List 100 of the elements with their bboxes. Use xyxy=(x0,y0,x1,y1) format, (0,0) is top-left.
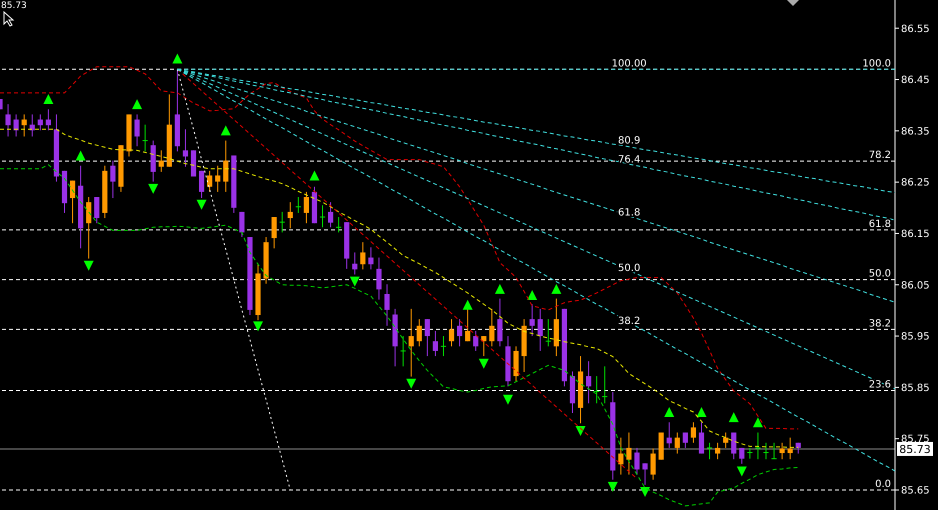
candlestick xyxy=(424,318,430,357)
candlestick xyxy=(626,432,632,476)
candlestick xyxy=(198,170,204,199)
candlestick xyxy=(618,437,624,476)
point xyxy=(664,407,674,417)
candlestick xyxy=(594,376,600,404)
point xyxy=(608,482,618,492)
point xyxy=(728,412,739,422)
candlestick xyxy=(731,432,736,460)
candlestick xyxy=(279,211,286,233)
annotation: 50.0 xyxy=(618,262,640,274)
candlestick xyxy=(352,252,358,275)
annotation: 23.6 xyxy=(868,379,891,390)
candlestick xyxy=(634,447,640,476)
point xyxy=(76,150,86,160)
point xyxy=(220,125,231,136)
candlestick xyxy=(456,318,462,347)
annotation: 100.00 xyxy=(612,58,647,70)
candlestick xyxy=(46,108,51,131)
candlestick xyxy=(489,308,494,347)
point xyxy=(478,358,489,369)
point xyxy=(494,284,505,294)
y-tick-label: 85.75 xyxy=(901,434,930,446)
candlestick xyxy=(14,114,19,137)
ref-line-label: 85.73 xyxy=(899,442,931,456)
candlestick xyxy=(94,196,100,224)
annotation: 78.2 xyxy=(868,150,891,162)
point xyxy=(172,53,182,64)
point xyxy=(551,284,562,294)
point xyxy=(43,94,54,104)
point xyxy=(527,290,538,300)
candlestick xyxy=(754,432,762,460)
candlestick xyxy=(400,336,406,367)
candlestick xyxy=(215,165,220,192)
candlestick xyxy=(295,196,302,214)
candlestick xyxy=(30,114,35,137)
candlestick xyxy=(158,150,164,172)
candlestick xyxy=(328,202,334,228)
point xyxy=(752,417,763,428)
candlestick xyxy=(770,442,778,460)
point xyxy=(309,170,320,180)
annotation: 85.73 xyxy=(1,1,27,11)
annotation: 80.9 xyxy=(618,136,640,147)
candlestick xyxy=(22,114,27,137)
candlestick xyxy=(223,140,228,192)
annotation: 38.2 xyxy=(868,318,891,330)
candlestick xyxy=(304,191,309,224)
point xyxy=(196,200,207,210)
candlestick xyxy=(384,284,390,326)
annotation: 50.0 xyxy=(868,268,891,280)
candlestick xyxy=(416,318,422,347)
candlestick xyxy=(682,432,688,448)
point xyxy=(350,276,360,287)
candlestick xyxy=(182,128,188,168)
candlestick xyxy=(545,318,552,347)
line-series xyxy=(0,164,799,506)
candlestick xyxy=(288,202,293,229)
candlestick xyxy=(368,246,374,270)
candlestick xyxy=(319,204,326,228)
candlestick xyxy=(650,448,656,480)
y-tick-label: 86.55 xyxy=(901,24,930,35)
candlestick xyxy=(360,242,366,270)
point xyxy=(406,378,416,389)
candlestick xyxy=(86,196,92,260)
y-tick-label: 86.45 xyxy=(901,75,930,86)
candlestick xyxy=(465,308,470,342)
y-tick-label: 85.85 xyxy=(901,382,930,394)
candlestick xyxy=(698,422,704,454)
annotation: 38.2 xyxy=(618,316,640,327)
candlestick xyxy=(530,304,535,337)
candlestick xyxy=(134,114,140,147)
candlestick xyxy=(207,170,212,192)
annotation: 61.8 xyxy=(868,218,891,230)
candlestick xyxy=(38,114,43,131)
y-tick-label: 85.95 xyxy=(901,332,930,343)
point xyxy=(696,407,706,417)
candlestick xyxy=(272,216,277,249)
point xyxy=(462,300,473,310)
point xyxy=(84,260,94,271)
candlestick xyxy=(739,447,744,464)
candlestick xyxy=(110,160,116,199)
candlestick xyxy=(142,124,148,152)
point xyxy=(640,487,650,498)
y-tick-label: 85.65 xyxy=(901,486,930,497)
candlestick xyxy=(706,442,713,460)
y-tick-label: 86.35 xyxy=(901,126,930,138)
point xyxy=(132,99,142,110)
candlestick xyxy=(788,437,793,460)
candlestick xyxy=(723,432,728,448)
candlestick xyxy=(5,104,11,137)
candlestick xyxy=(602,366,608,404)
candlestick xyxy=(642,462,648,486)
point xyxy=(502,394,513,405)
point xyxy=(576,426,586,436)
annotation: 100.0 xyxy=(862,58,891,70)
candlestick xyxy=(239,211,244,238)
point xyxy=(736,466,747,477)
candlestick xyxy=(481,336,486,357)
candlestick xyxy=(336,216,342,233)
point xyxy=(148,184,158,194)
